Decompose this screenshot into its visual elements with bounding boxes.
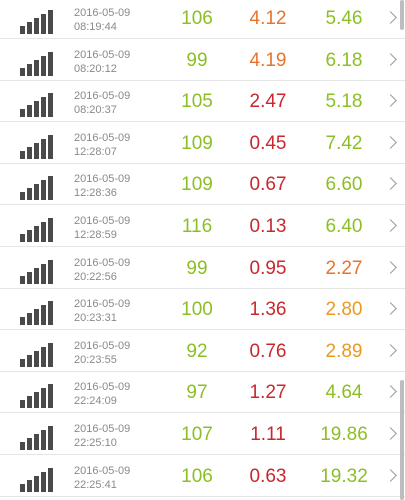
upload-value: 2.27	[325, 257, 363, 279]
scrollbar-thumb[interactable]	[400, 0, 404, 30]
history-row[interactable]: 2016-05-09 22:25:41 106 0.63 19.32	[0, 456, 405, 497]
ping-value: 109	[181, 174, 213, 196]
ping-value: 100	[181, 299, 213, 321]
ping-value: 97	[186, 382, 208, 404]
test-time: 12:28:36	[74, 187, 117, 200]
signal-strength-icon	[20, 384, 54, 409]
test-date: 2016-05-09	[74, 90, 131, 103]
signal-strength-icon	[20, 259, 54, 284]
chevron-right-icon	[384, 260, 397, 274]
ping-value: 106	[181, 8, 213, 29]
chevron-right-icon	[384, 219, 397, 232]
download-value: 4.12	[249, 8, 287, 29]
test-date: 2016-05-09	[74, 7, 131, 19]
test-date: 2016-05-09	[74, 423, 131, 435]
ping-value: 106	[181, 465, 213, 487]
test-date: 2016-05-09	[74, 48, 131, 61]
signal-strength-icon	[20, 218, 54, 242]
signal-strength-icon	[20, 134, 54, 159]
test-date: 2016-05-09	[74, 298, 131, 311]
test-date: 2016-05-09	[74, 215, 131, 227]
test-time: 12:28:59	[74, 229, 117, 241]
ping-value: 92	[186, 340, 208, 362]
test-time: 20:22:56	[74, 270, 117, 283]
chevron-right-icon	[384, 427, 397, 440]
ping-value: 107	[181, 424, 213, 445]
ping-value: 99	[186, 257, 208, 279]
download-value: 1.36	[249, 299, 287, 321]
download-value: 0.95	[249, 257, 287, 279]
history-row[interactable]: 2016-05-09 12:28:59 116 0.13 6.40	[0, 207, 405, 247]
test-time: 08:20:12	[74, 62, 117, 75]
test-time: 20:23:31	[74, 312, 117, 325]
download-value: 0.63	[249, 465, 287, 487]
upload-value: 5.46	[325, 8, 363, 29]
chevron-right-icon	[384, 177, 397, 191]
upload-value: 2.89	[325, 340, 363, 362]
test-date: 2016-05-09	[74, 464, 131, 477]
history-row[interactable]: 2016-05-09 12:28:36 109 0.67 6.60	[0, 165, 405, 206]
download-value: 0.13	[249, 216, 287, 237]
upload-value: 2.80	[325, 299, 363, 321]
history-row[interactable]: 2016-05-09 20:22:56 99 0.95 2.27	[0, 248, 405, 289]
test-time: 08:19:44	[74, 21, 117, 33]
chevron-right-icon	[384, 468, 397, 482]
test-time: 08:20:37	[74, 104, 117, 117]
signal-strength-icon	[20, 426, 54, 450]
test-time: 22:24:09	[74, 395, 117, 408]
ping-value: 109	[181, 132, 213, 154]
upload-value: 6.18	[325, 49, 363, 71]
test-date: 2016-05-09	[74, 256, 131, 269]
chevron-right-icon	[384, 302, 397, 316]
upload-value: 19.32	[320, 465, 368, 487]
history-row[interactable]: 2016-05-09 20:23:31 100 1.36 2.80	[0, 290, 405, 331]
upload-value: 6.60	[325, 174, 363, 196]
test-time: 12:28:07	[74, 145, 117, 158]
history-row[interactable]: 2016-05-09 22:25:10 107 1.11 19.86	[0, 415, 405, 455]
scrollbar-track-indicator[interactable]	[400, 380, 404, 500]
download-value: 1.11	[250, 424, 286, 445]
ping-value: 105	[181, 91, 213, 113]
chevron-right-icon	[384, 94, 397, 108]
signal-strength-icon	[20, 467, 54, 492]
ping-value: 116	[181, 216, 213, 237]
chevron-right-icon	[384, 52, 397, 66]
download-value: 0.45	[249, 132, 287, 154]
signal-strength-icon	[20, 93, 54, 118]
upload-value: 19.86	[320, 424, 368, 445]
download-value: 1.27	[249, 382, 287, 404]
history-row[interactable]: 2016-05-09 08:20:12 99 4.19 6.18	[0, 40, 405, 81]
download-value: 0.76	[249, 340, 287, 362]
upload-value: 5.18	[325, 91, 363, 113]
signal-strength-icon	[20, 176, 54, 201]
signal-strength-icon	[20, 342, 54, 367]
signal-strength-icon	[20, 301, 54, 326]
chevron-right-icon	[384, 135, 397, 149]
test-date: 2016-05-09	[74, 173, 131, 186]
signal-strength-icon	[20, 10, 54, 34]
history-row[interactable]: 2016-05-09 20:23:55 92 0.76 2.89	[0, 331, 405, 372]
history-row[interactable]: 2016-05-09 12:28:07 109 0.45 7.42	[0, 123, 405, 164]
history-row[interactable]: 2016-05-09 08:20:37 105 2.47 5.18	[0, 82, 405, 123]
test-time: 22:25:41	[74, 478, 117, 491]
history-row[interactable]: 2016-05-09 08:19:44 106 4.12 5.46	[0, 0, 405, 39]
chevron-right-icon	[384, 385, 397, 399]
history-row[interactable]: 2016-05-09 22:24:09 97 1.27 4.64	[0, 373, 405, 414]
test-date: 2016-05-09	[74, 381, 131, 394]
upload-value: 6.40	[325, 216, 363, 237]
test-time: 20:23:55	[74, 353, 117, 366]
test-time: 22:25:10	[74, 437, 117, 449]
upload-value: 7.42	[325, 132, 363, 154]
download-value: 4.19	[249, 49, 287, 71]
chevron-right-icon	[384, 343, 397, 357]
signal-strength-icon	[20, 51, 54, 76]
test-date: 2016-05-09	[74, 131, 131, 144]
chevron-right-icon	[384, 11, 397, 24]
upload-value: 4.64	[325, 382, 363, 404]
ping-value: 99	[186, 49, 208, 71]
download-value: 2.47	[249, 91, 287, 113]
download-value: 0.67	[249, 174, 287, 196]
test-date: 2016-05-09	[74, 339, 131, 352]
